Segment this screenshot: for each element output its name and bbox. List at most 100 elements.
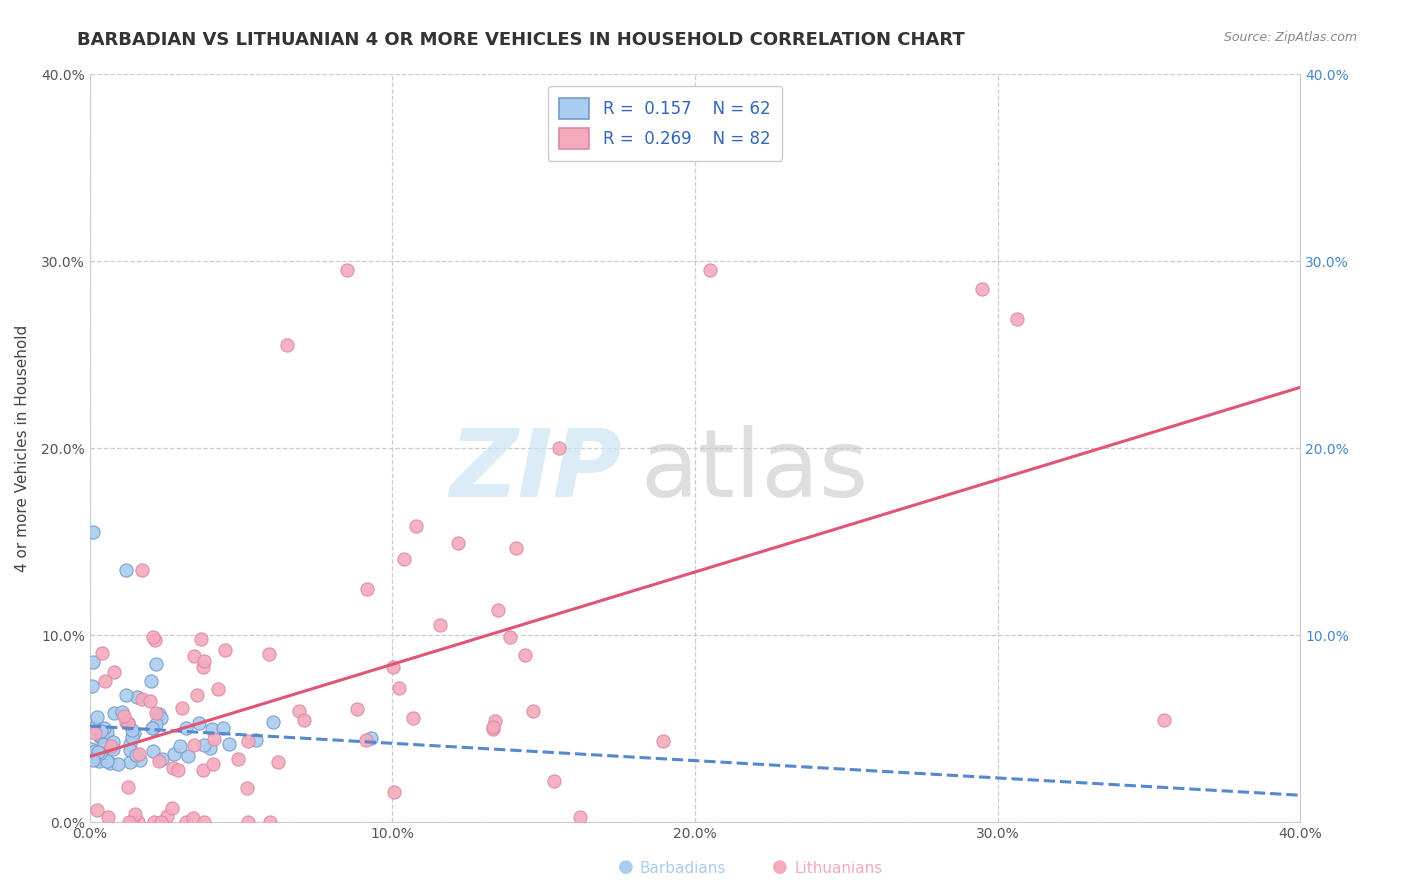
Point <box>131 563 153 577</box>
Point <box>183 648 205 663</box>
Point <box>118 742 141 756</box>
Point <box>148 707 170 722</box>
Point <box>93 721 115 735</box>
Point <box>90 729 112 743</box>
Point <box>90 723 112 738</box>
Point <box>162 761 184 775</box>
Point <box>98 756 121 771</box>
Point <box>394 552 416 566</box>
Point <box>121 815 143 830</box>
Point <box>193 763 215 777</box>
Text: ●: ● <box>617 858 634 876</box>
Point <box>190 632 212 646</box>
Point <box>200 740 222 755</box>
Point <box>145 717 167 731</box>
Point <box>111 705 134 719</box>
Point <box>214 642 236 657</box>
Point <box>193 738 215 752</box>
Point <box>128 747 150 761</box>
Point <box>236 815 259 830</box>
Point <box>84 744 107 758</box>
Point <box>93 737 115 751</box>
Text: Lithuanians: Lithuanians <box>794 861 883 876</box>
Point <box>117 716 139 731</box>
Point <box>96 725 118 739</box>
Point <box>142 630 165 644</box>
Point <box>505 541 527 555</box>
Point <box>89 747 111 761</box>
Point <box>484 714 506 728</box>
Point <box>652 734 675 748</box>
Point <box>115 688 138 702</box>
Point <box>117 716 139 731</box>
Point <box>187 716 209 731</box>
Point <box>138 694 160 708</box>
Point <box>142 722 165 736</box>
Y-axis label: 4 or more Vehicles in Household: 4 or more Vehicles in Household <box>15 325 30 572</box>
Point <box>236 733 259 747</box>
Text: ●: ● <box>772 858 789 876</box>
Point <box>699 263 721 277</box>
Point <box>118 755 141 769</box>
Point <box>129 753 152 767</box>
Point <box>193 660 215 674</box>
Point <box>207 681 229 696</box>
Point <box>115 714 138 729</box>
Point <box>266 756 288 770</box>
Point <box>83 720 105 734</box>
Point <box>142 744 165 758</box>
Point <box>245 733 267 747</box>
Point <box>259 815 281 830</box>
Point <box>94 674 117 689</box>
Point <box>160 801 183 815</box>
Point <box>118 737 141 751</box>
Point <box>90 727 112 741</box>
Point <box>115 563 138 577</box>
Point <box>90 646 112 660</box>
Point <box>482 720 505 734</box>
Point <box>288 705 311 719</box>
Point <box>336 263 359 277</box>
Point <box>547 442 569 456</box>
Point <box>236 781 259 796</box>
Point <box>142 815 165 830</box>
Text: ZIP: ZIP <box>450 425 623 516</box>
Text: atlas: atlas <box>641 425 869 516</box>
Point <box>186 688 208 702</box>
Point <box>150 815 173 830</box>
Point <box>354 732 377 747</box>
Point <box>145 657 167 671</box>
Point <box>292 713 315 727</box>
Point <box>150 751 173 765</box>
Point <box>149 711 172 725</box>
Point <box>174 815 197 830</box>
Point <box>429 618 451 632</box>
Point <box>127 815 149 830</box>
Point <box>972 282 994 296</box>
Point <box>176 748 198 763</box>
Point <box>103 742 125 756</box>
Point <box>1153 713 1175 727</box>
Point <box>84 726 107 740</box>
Point <box>156 809 179 823</box>
Point <box>100 739 122 753</box>
Point <box>201 722 224 736</box>
Point <box>183 811 205 825</box>
Point <box>141 721 163 735</box>
Point <box>522 704 544 718</box>
Text: BARBADIAN VS LITHUANIAN 4 OR MORE VEHICLES IN HOUSEHOLD CORRELATION CHART: BARBADIAN VS LITHUANIAN 4 OR MORE VEHICL… <box>77 31 965 49</box>
Point <box>87 752 110 766</box>
Point <box>212 722 235 736</box>
Point <box>107 756 129 771</box>
Point <box>176 721 198 735</box>
Point <box>145 706 167 720</box>
Legend: R =  0.157    N = 62, R =  0.269    N = 82: R = 0.157 N = 62, R = 0.269 N = 82 <box>547 87 782 161</box>
Point <box>402 711 425 725</box>
Point <box>513 648 536 662</box>
Point <box>543 774 565 789</box>
Point <box>163 747 186 761</box>
Point <box>87 745 110 759</box>
Point <box>121 723 143 737</box>
Point <box>170 701 193 715</box>
Point <box>80 742 103 756</box>
